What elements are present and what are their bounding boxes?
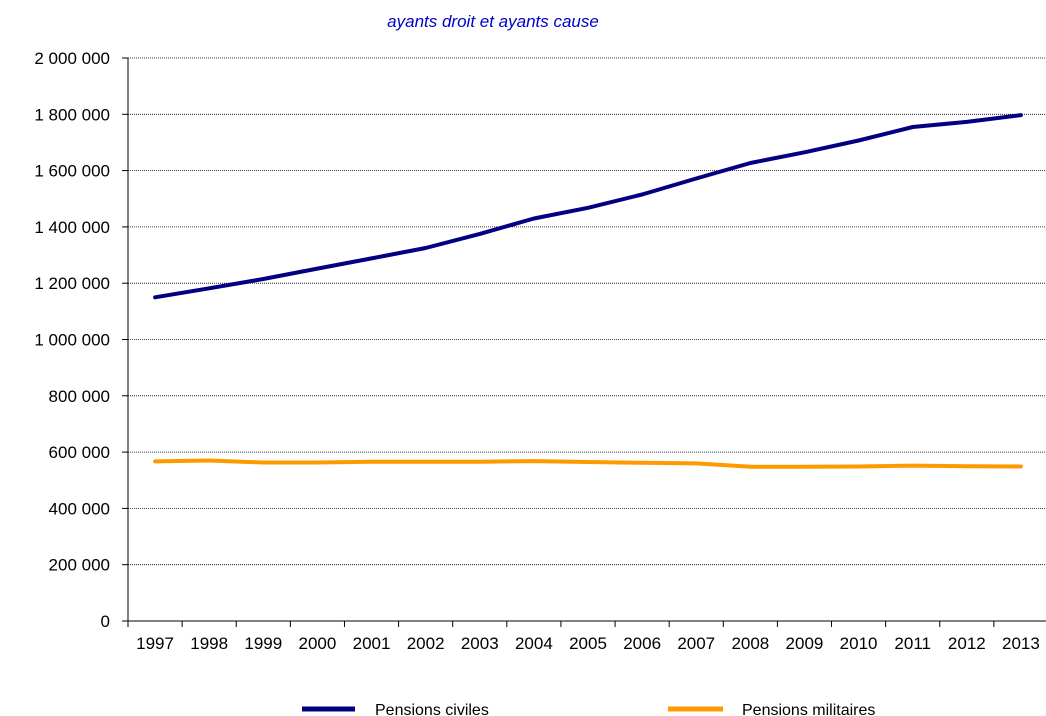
x-tick-label: 2003 <box>461 634 499 653</box>
data-point-pensions-civiles <box>586 206 590 210</box>
data-point-pensions-militaires <box>694 461 698 465</box>
series-lines <box>153 113 1023 469</box>
x-tick-label: 2012 <box>948 634 986 653</box>
data-point-pensions-militaires <box>640 461 644 465</box>
data-point-pensions-civiles <box>694 176 698 180</box>
data-point-pensions-civiles <box>802 150 806 154</box>
y-tick-label: 800 000 <box>49 387 110 406</box>
data-point-pensions-civiles <box>315 267 319 271</box>
x-tick-label: 2007 <box>677 634 715 653</box>
x-tick-label: 2004 <box>515 634 553 653</box>
x-tick-label: 2005 <box>569 634 607 653</box>
data-point-pensions-militaires <box>424 460 428 464</box>
y-tick-label: 2 000 000 <box>34 49 110 68</box>
data-point-pensions-civiles <box>478 232 482 236</box>
x-tick-label: 2006 <box>623 634 661 653</box>
x-tick-label: 1999 <box>244 634 282 653</box>
y-tick-label: 1 800 000 <box>34 105 110 124</box>
y-tick-label: 200 000 <box>49 556 110 575</box>
data-point-pensions-militaires <box>153 459 157 463</box>
x-tick-label: 2011 <box>894 634 931 653</box>
data-point-pensions-civiles <box>261 277 265 281</box>
data-point-pensions-civiles <box>207 286 211 290</box>
data-point-pensions-civiles <box>857 138 861 142</box>
data-point-pensions-militaires <box>802 465 806 469</box>
data-point-pensions-civiles <box>965 120 969 124</box>
x-tick-label: 2013 <box>1002 634 1040 653</box>
series-line-pensions-civiles <box>153 113 1023 300</box>
data-point-pensions-civiles <box>532 216 536 220</box>
data-point-pensions-militaires <box>370 460 374 464</box>
data-point-pensions-civiles <box>370 256 374 260</box>
data-point-pensions-militaires <box>207 459 211 463</box>
data-point-pensions-militaires <box>532 459 536 463</box>
x-tick-label: 2008 <box>731 634 769 653</box>
axes: 0 200 000 400 000 600 000 800 000 1 000 000 1 … <box>34 49 1046 653</box>
gridlines <box>128 57 1046 566</box>
y-tick-label: 0 <box>101 612 110 631</box>
data-point-pensions-militaires <box>748 465 752 469</box>
data-point-pensions-civiles <box>640 193 644 197</box>
y-tick-label: 600 000 <box>49 443 110 462</box>
x-tick-label: 1998 <box>190 634 228 653</box>
x-tick-label: 1997 <box>136 634 174 653</box>
legend-label-pensions-militaires: Pensions militaires <box>742 702 875 716</box>
y-tick-label: 1 400 000 <box>34 218 110 237</box>
chart-subtitle: ayants droit et ayants cause <box>387 12 599 31</box>
x-tick-label: 2002 <box>407 634 445 653</box>
y-tick-label: 1 200 000 <box>34 274 110 293</box>
data-point-pensions-militaires <box>1019 464 1023 468</box>
data-point-pensions-civiles <box>748 161 752 165</box>
y-tick-label: 1 600 000 <box>34 162 110 181</box>
data-point-pensions-civiles <box>153 295 157 299</box>
data-point-pensions-militaires <box>911 464 915 468</box>
x-tick-label: 2000 <box>298 634 336 653</box>
data-point-pensions-civiles <box>1019 113 1023 117</box>
data-point-pensions-militaires <box>261 461 265 465</box>
x-tick-label: 2001 <box>353 634 391 653</box>
legend-label-pensions-civiles: Pensions civiles <box>375 702 489 716</box>
data-point-pensions-militaires <box>478 460 482 464</box>
x-tick-label: 2010 <box>840 634 878 653</box>
legend: Pensions civiles Pensions militaires <box>302 702 875 716</box>
data-point-pensions-civiles <box>424 246 428 250</box>
data-point-pensions-militaires <box>586 460 590 464</box>
data-point-pensions-militaires <box>315 461 319 465</box>
y-tick-label: 400 000 <box>49 499 110 518</box>
data-point-pensions-civiles <box>911 125 915 129</box>
x-tick-label: 2009 <box>786 634 824 653</box>
data-point-pensions-militaires <box>857 464 861 468</box>
y-tick-label: 1 000 000 <box>34 331 110 350</box>
data-point-pensions-militaires <box>965 464 969 468</box>
